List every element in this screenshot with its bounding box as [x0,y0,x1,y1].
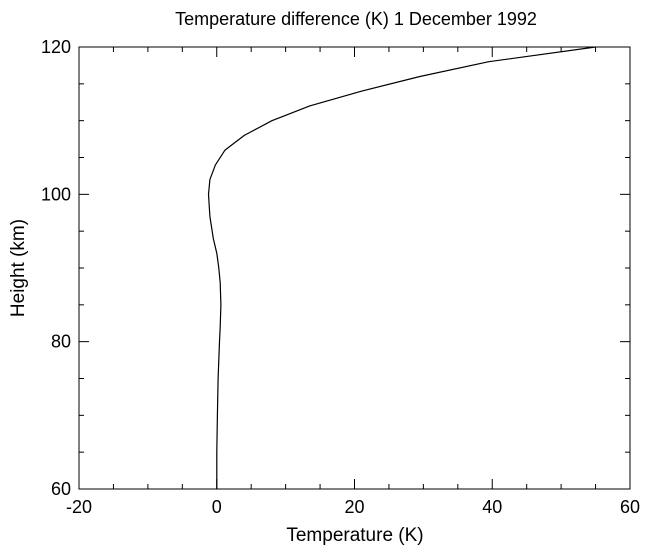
x-tick-label: 60 [620,497,640,517]
x-tick-label: 0 [212,497,222,517]
x-axis-title: Temperature (K) [286,525,423,546]
plot-frame [78,46,631,490]
y-axis: 60 80 100 120 [41,37,630,499]
x-tick-label: 40 [482,497,502,517]
series-group [207,46,596,489]
series-line [207,46,596,489]
y-tick-label: 80 [51,332,71,352]
y-tick-label: 100 [41,184,71,204]
x-tick-label: 20 [344,497,364,517]
x-axis: -20 0 20 40 60 [66,47,640,517]
x-tick-label: -20 [66,497,92,517]
chart-title: Temperature difference (K) 1 December 19… [175,9,537,29]
y-tick-label: 60 [51,479,71,499]
y-tick-label: 120 [41,37,71,57]
y-axis-title: Height (km) [8,219,29,317]
